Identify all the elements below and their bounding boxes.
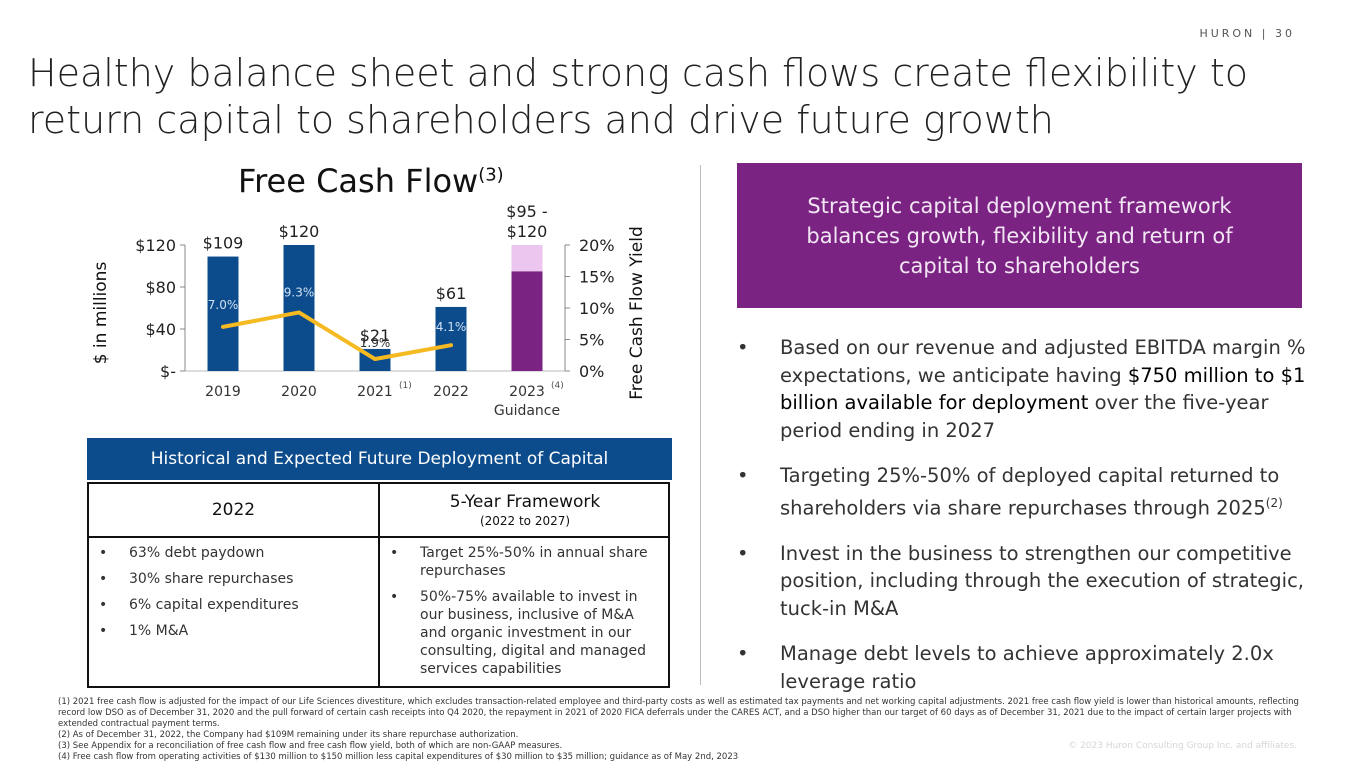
key-point-text: Targeting 25%-50% of deployed capital re… [780,464,1280,519]
callout-text: Strategic capital deployment framework b… [806,193,1233,278]
x-tick-footnote: (4) [551,381,564,391]
yield-label: 7.0% [208,298,239,312]
list-item-text: 30% share repurchases [129,571,294,587]
key-point-text: Based on our revenue and adjusted EBITDA… [780,336,1306,387]
footnote-4: (4) Free cash flow from operating activi… [58,752,739,762]
yield-line [221,310,453,362]
list-item-text: Target 25%-50% in annual share repurchas… [420,545,648,579]
list-item: • 50%-75% available to invest in our busi… [390,588,660,678]
bullet-marker: • [737,464,749,487]
x-tick-label: 2020 [281,384,317,400]
chart-title-text: Free Cash Flow [238,162,479,200]
footnote-ref: (2) [1265,495,1283,510]
list-item: • 63% debt paydown [99,544,368,562]
key-point-deployment: • Based on our revenue and adjusted EBITD… [737,334,1317,444]
yield-label: 9.3% [284,285,315,299]
bar-2022 [435,306,467,371]
x-tick-label: 2019 [205,384,241,400]
key-point-text: over the five-year period ending in 2027 [780,391,1269,442]
copyright-notice: © 2023 Huron Consulting Group Inc. and a… [1068,741,1297,751]
bar-value-label: $95 - [506,202,547,221]
x-tick-footnote: (1) [399,381,412,391]
key-points-list: • Based on our revenue and adjusted EBITD… [737,334,1317,713]
footnote-1: (1) 2021 free cash flow is adjusted for … [58,697,1299,729]
list-item: • 6% capital expenditures [99,596,368,614]
bullet-marker: • [99,571,108,587]
bar-value-label: $61 [436,284,467,303]
deployment-table-header: Historical and Expected Future Deploymen… [87,438,672,480]
yield-label: 1.9% [360,336,391,350]
x-tick-label: 2022 [433,384,469,400]
deployment-column-2022: 2022 • 63% debt paydown • 30% share repurc… [89,484,380,686]
footnote-3: (3) See Appendix for a reconciliation of… [58,741,563,751]
key-point-text: Invest in the business to strengthen our… [780,541,1305,620]
bar-value-label: $21 [360,326,391,345]
y-tick-label: $80 [145,278,176,297]
y2-tick-label: 20% [579,236,615,255]
list-item-text: 1% M&A [129,623,189,639]
y2-tick-label: 10% [579,299,615,318]
key-point-repurchases: • Targeting 25%-50% of deployed capital r… [737,462,1317,522]
bar-2023-guidance-range [511,245,543,272]
bullet-marker: • [99,597,108,613]
page-title: Healthy balance sheet and strong cash fl… [28,51,1249,142]
key-point-highlight: $750 million to $1 billion available for… [780,363,1306,415]
list-item-text: 6% capital expenditures [129,597,299,613]
bullet-marker: • [99,545,108,561]
column-subtitle-framework: (2022 to 2027) [479,514,571,528]
list-item: • 1% M&A [99,622,368,640]
column-title-framework: 5-Year Framework [449,492,601,512]
key-point-debt: • Manage debt levels to achieve approxima… [737,640,1317,695]
column-title-2022: 2022 [211,500,256,520]
y2-tick-label: 0% [579,362,604,381]
bullet-marker: • [390,545,399,561]
bar-value-label: $120 [279,222,320,241]
bullet-marker: • [390,589,399,605]
y-axis-title: $ in millions [91,262,111,365]
key-point-text: Manage debt levels to achieve approximat… [780,642,1274,693]
deployment-column-framework: 5-Year Framework (2022 to 2027) • Target … [380,484,670,686]
bar-2020 [283,245,315,371]
bar-2019 [207,256,239,371]
bar-value-label: $120 [507,222,548,241]
y-tick-label: $120 [135,236,176,255]
x-tick-label: 2023 [509,384,545,400]
yield-label: 4.1% [436,320,467,334]
y2-tick-label: 5% [579,331,604,350]
deployment-table: 2022 • 63% debt paydown • 30% share repurc… [87,482,670,688]
chart-title: Free Cash Flow(3) [238,162,504,200]
bullet-marker: • [737,642,749,665]
brand-page-number: HURON | 30 [1199,27,1295,40]
y2-axis-title: Free Cash Flow Yield [627,226,647,400]
bullet-marker: • [99,623,108,639]
list-item-text: 50%-75% available to invest in our busin… [420,589,647,677]
footnotes: (1) 2021 free cash flow is adjusted for … [58,697,1308,763]
key-point-invest: • Invest in the business to strengthen ou… [737,540,1317,623]
strategy-callout-box: Strategic capital deployment framework b… [737,163,1302,308]
chart-title-footnote: (3) [478,164,504,186]
bullet-marker: • [737,541,749,565]
vertical-divider [700,165,701,685]
column-header-framework: 5-Year Framework (2022 to 2027) [380,484,670,538]
x-tick-sublabel: Guidance [494,403,560,419]
y2-tick-label: 15% [579,268,615,287]
y-tick-label: $40 [145,320,176,339]
bar-value-label: $109 [203,234,244,253]
free-cash-flow-chart: $- $40 $80 $120 $ in millions 0% 5% 10% 15% 20% Fr… [91,202,647,419]
y-tick-label: $- [160,362,176,381]
list-item: • 30% share repurchases [99,570,368,588]
bar-2023-guidance-low [511,271,543,371]
x-tick-label: 2021 [357,384,393,400]
footnote-2: (2) As of December 31, 2022, the Company… [58,730,519,740]
column-header-2022: 2022 [89,484,378,538]
list-item: • Target 25%-50% in annual share repurcha… [390,544,660,580]
list-item-text: 63% debt paydown [129,545,265,561]
bullet-marker: • [737,336,749,359]
